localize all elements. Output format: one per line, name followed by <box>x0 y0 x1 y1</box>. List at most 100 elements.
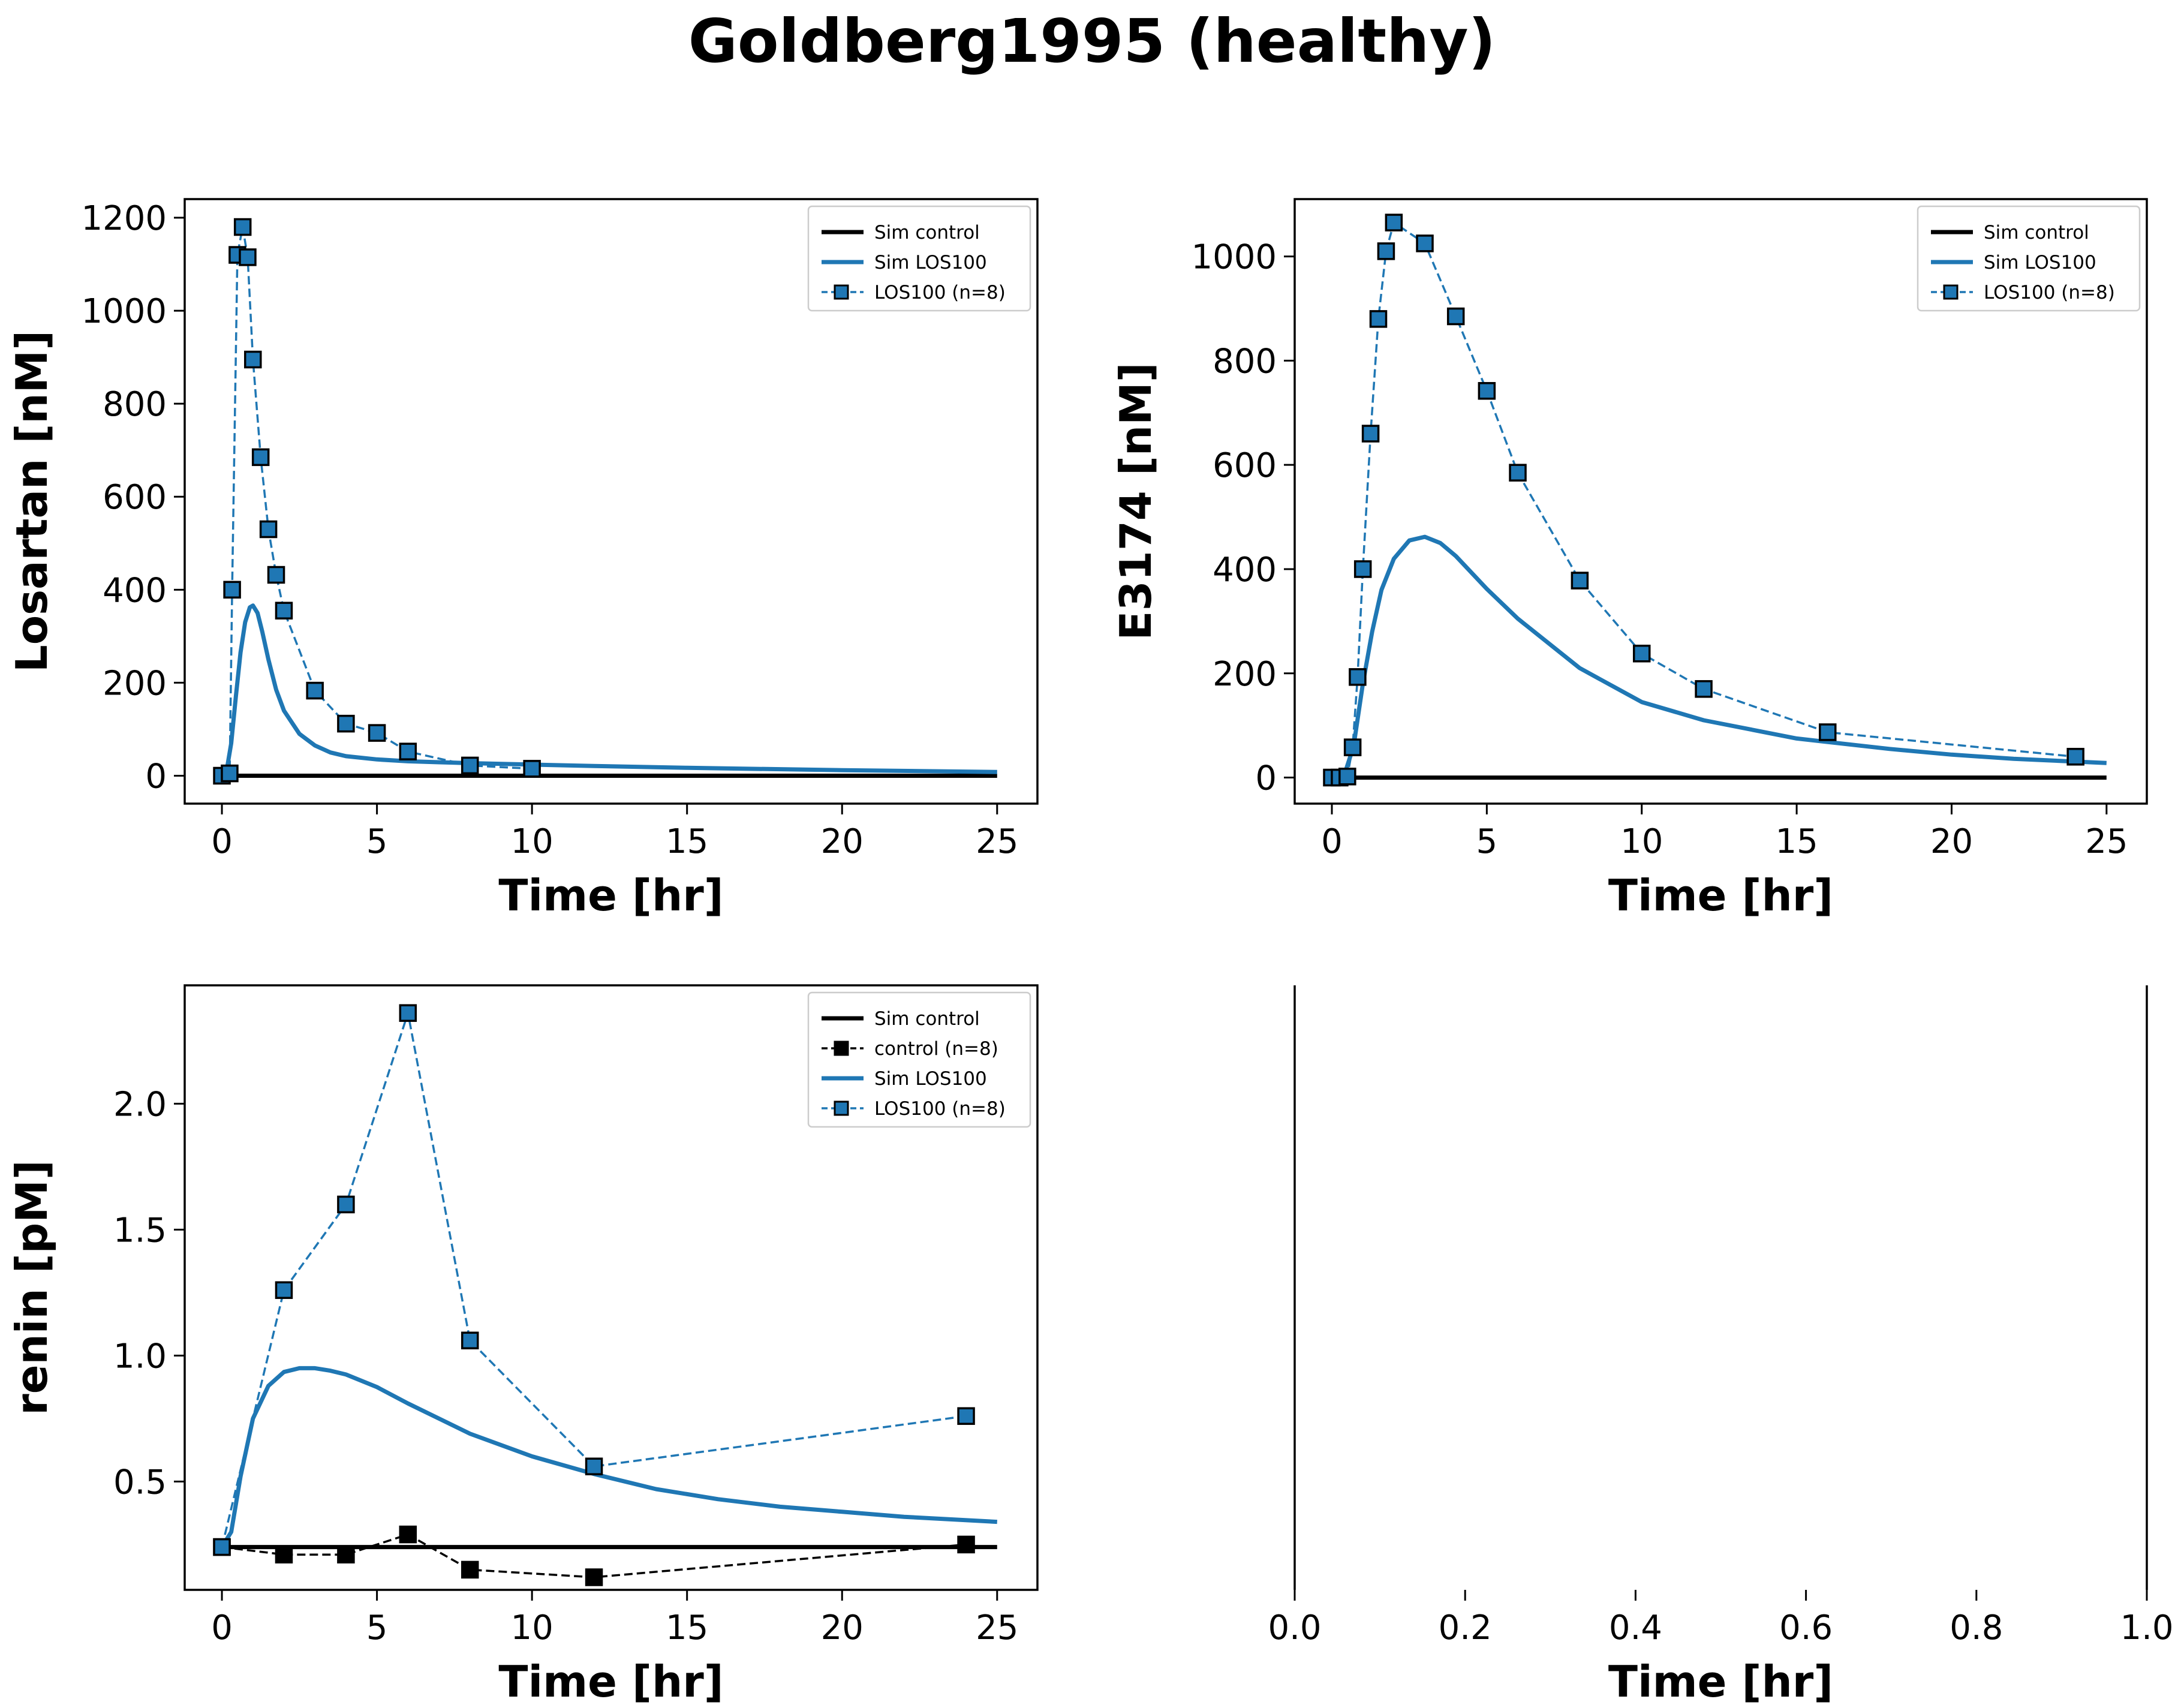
y-tick-label: 800 <box>1213 342 1277 381</box>
y-tick-label: 200 <box>103 664 167 703</box>
figure-title: Goldberg1995 (healthy) <box>688 6 1496 76</box>
y-tick-label: 1.5 <box>113 1211 167 1250</box>
data-point-marker <box>259 520 278 539</box>
data-point-marker <box>337 1545 355 1563</box>
data-point-marker <box>1377 242 1395 260</box>
y-axis-label: Losartan [nM] <box>7 330 57 672</box>
x-tick-label: 0.0 <box>1268 1608 1321 1647</box>
y-tick-label: 600 <box>1213 446 1277 485</box>
data-point-marker <box>461 1560 479 1579</box>
x-tick-label: 10 <box>511 1608 553 1647</box>
data-point-marker <box>337 714 355 733</box>
y-tick-label: 600 <box>103 478 167 517</box>
legend-box <box>1917 205 2141 312</box>
data-point-marker <box>306 681 324 700</box>
y-tick-label: 1200 <box>81 199 167 238</box>
x-axis-label: Time [hr] <box>498 1656 723 1707</box>
data-point-marker <box>213 1538 231 1556</box>
x-tick-label: 25 <box>976 822 1018 861</box>
legend-label: control (n=8) <box>874 1038 998 1060</box>
legend: Sim control control (n=8) Sim LOS100 LOS100… <box>807 991 1031 1128</box>
legend: Sim control Sim LOS100 LOS100 (n=8) <box>1917 205 2141 312</box>
data-point-marker <box>223 581 241 599</box>
y-tick-label: 800 <box>103 385 167 424</box>
data-point-marker <box>585 1568 603 1586</box>
data-point-marker <box>523 760 541 778</box>
legend-swatch-marker <box>834 284 849 300</box>
series-line <box>1331 534 2107 780</box>
x-tick-label: 5 <box>366 1608 388 1647</box>
x-tick-label: 25 <box>976 1608 1018 1647</box>
data-point-marker <box>1446 307 1465 326</box>
data-point-marker <box>275 1545 293 1563</box>
losartan-panel: 0 5 10 15 20 25 0 200 400 600 800 1000 1200 Time [hr]… <box>7 198 1039 921</box>
y-tick-label: 400 <box>1213 551 1277 590</box>
legend-swatch-marker <box>834 1041 849 1056</box>
data-point-marker <box>1416 234 1434 252</box>
data-point-marker <box>221 764 239 783</box>
data-point-marker <box>461 1331 479 1349</box>
legend-label: LOS100 (n=8) <box>1984 282 2115 303</box>
legend-box <box>807 205 1031 312</box>
data-point-marker <box>239 248 257 266</box>
x-tick-label: 0.4 <box>1609 1608 1662 1647</box>
x-tick-label: 5 <box>1476 822 1498 861</box>
axes-frame <box>183 198 1039 805</box>
data-point-marker <box>233 218 252 236</box>
data-point-marker <box>1819 723 1837 741</box>
x-tick-label: 0.2 <box>1439 1608 1492 1647</box>
data-point-marker <box>1571 572 1589 590</box>
series-line <box>221 225 533 777</box>
y-tick-label: 0.5 <box>113 1463 167 1502</box>
legend-label: Sim control <box>1984 222 2089 243</box>
y-tick-label: 1.0 <box>113 1337 167 1376</box>
y-axis-label: E3174 [nM] <box>1111 362 1161 640</box>
x-tick-label: 25 <box>2085 822 2128 861</box>
data-point-marker <box>1343 738 1362 756</box>
data-point-marker <box>1353 560 1372 578</box>
data-point-marker <box>1632 644 1651 663</box>
x-tick-label: 10 <box>1620 822 1663 861</box>
legend-label: Sim LOS100 <box>874 252 987 273</box>
y-tick-label: 200 <box>1213 655 1277 694</box>
data-point-marker <box>2066 748 2084 766</box>
y-tick-label: 400 <box>103 571 167 610</box>
series-line <box>220 1366 997 1548</box>
data-point-marker <box>267 566 285 584</box>
axes-frame <box>183 984 1039 1591</box>
x-tick-label: 15 <box>666 1608 708 1647</box>
y-axis-label: renin [pM] <box>7 1160 57 1415</box>
data-point-marker <box>244 350 262 369</box>
legend-swatch-marker <box>1943 284 1959 300</box>
data-point-marker <box>957 1535 975 1554</box>
y-tick-label: 1000 <box>81 292 167 331</box>
data-point-marker <box>1338 768 1356 786</box>
legend-label: Sim LOS100 <box>1984 252 2096 273</box>
data-point-marker <box>275 602 293 620</box>
data-point-marker <box>399 742 417 760</box>
data-point-marker <box>1361 425 1380 443</box>
data-point-marker <box>1695 680 1713 698</box>
data-point-marker <box>337 1195 355 1214</box>
data-point-marker <box>399 1525 417 1544</box>
x-tick-label: 20 <box>821 1608 864 1647</box>
x-tick-label: 1.0 <box>2120 1608 2173 1647</box>
legend: Sim control Sim LOS100 LOS100 (n=8) <box>807 205 1031 312</box>
y-tick-label: 0 <box>1255 759 1277 798</box>
data-point-marker <box>1478 382 1496 400</box>
data-point-marker <box>461 756 479 775</box>
legend-label: Sim control <box>874 1008 980 1030</box>
legend-label: Sim LOS100 <box>874 1068 987 1090</box>
x-tick-label: 15 <box>666 822 708 861</box>
x-axis-label: Time [hr] <box>1608 1656 1833 1707</box>
axes-frame <box>1293 198 2148 805</box>
y-tick-label: 0 <box>145 757 167 796</box>
y-tick-label: 1000 <box>1191 238 1277 277</box>
legend-box <box>807 991 1031 1128</box>
data-point-marker <box>585 1457 603 1475</box>
x-tick-label: 20 <box>1930 822 1973 861</box>
data-point-marker <box>1349 668 1367 686</box>
x-tick-label: 0 <box>211 1608 233 1647</box>
x-tick-label: 10 <box>511 822 553 861</box>
